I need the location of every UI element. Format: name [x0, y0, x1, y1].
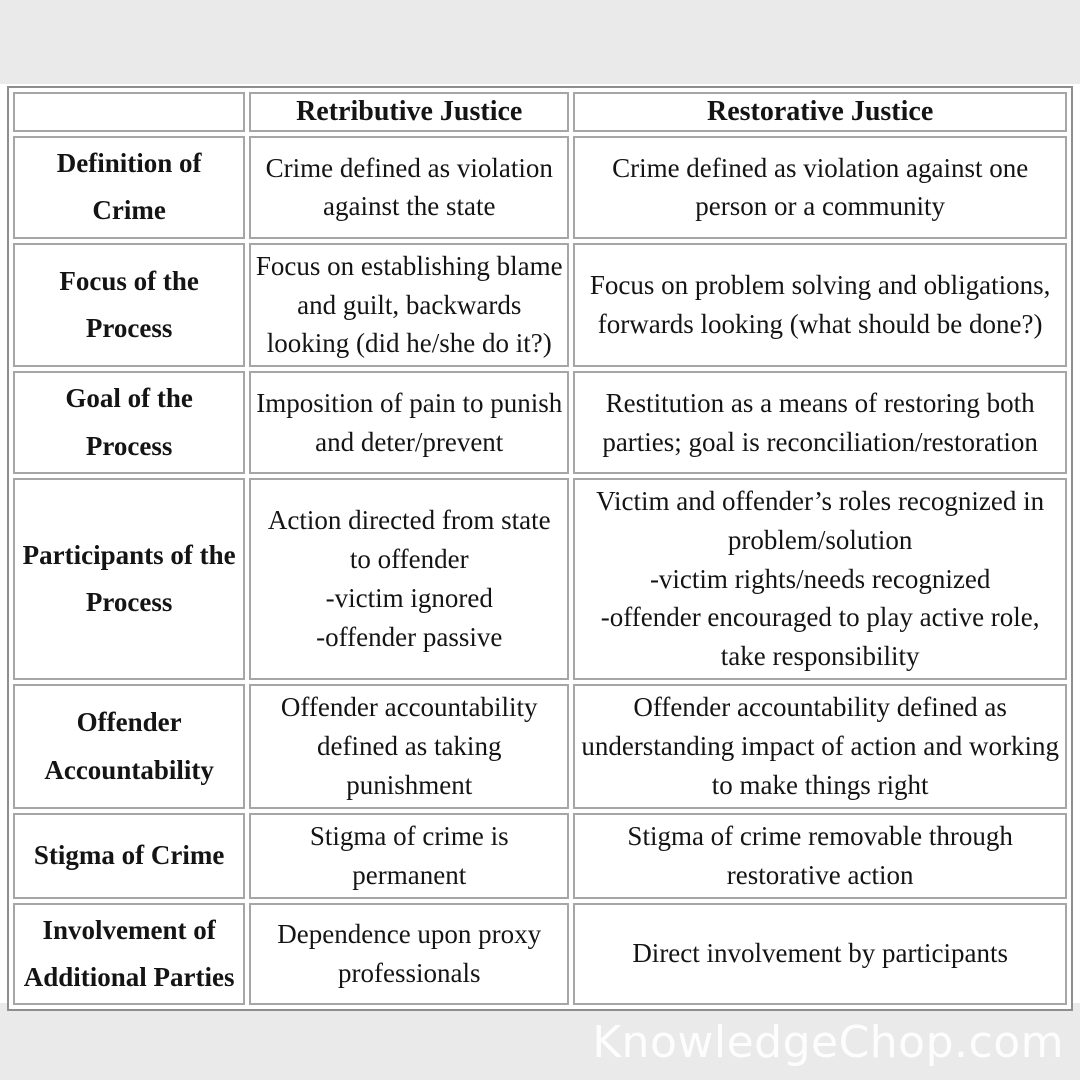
- restorative-cell: Stigma of crime removable through restor…: [573, 812, 1067, 899]
- table-row: Involvement of Additional Parties Depend…: [13, 902, 1067, 1006]
- retributive-cell: Action directed from state to offender -…: [249, 477, 570, 681]
- table-row: Offender Accountability Offender account…: [13, 684, 1067, 809]
- retributive-cell: Dependence upon proxy professionals: [249, 902, 570, 1006]
- table-row: Definition of Crime Crime defined as vio…: [13, 136, 1067, 239]
- restorative-cell: Direct involvement by participants: [573, 902, 1067, 1006]
- restorative-cell: Focus on problem solving and obligations…: [573, 242, 1067, 368]
- retributive-cell: Focus on establishing blame and guilt, b…: [249, 242, 570, 368]
- retributive-cell: Imposition of pain to punish and deter/p…: [249, 371, 570, 474]
- comparison-table: Retributive Justice Restorative Justice …: [7, 86, 1073, 1012]
- column-header-restorative: Restorative Justice: [573, 92, 1067, 133]
- comparison-table-body: Definition of Crime Crime defined as vio…: [13, 136, 1067, 1006]
- table-row: Focus of the Process Focus on establishi…: [13, 242, 1067, 368]
- restorative-cell: Offender accountability defined as under…: [573, 684, 1067, 809]
- corner-cell: [13, 92, 246, 133]
- header-row: Retributive Justice Restorative Justice: [13, 92, 1067, 133]
- row-header: Definition of Crime: [13, 136, 246, 239]
- row-header: Involvement of Additional Parties: [13, 902, 246, 1006]
- column-header-retributive: Retributive Justice: [249, 92, 570, 133]
- row-header: Stigma of Crime: [13, 812, 246, 899]
- retributive-cell: Crime defined as violation against the s…: [249, 136, 570, 239]
- row-header: Participants of the Process: [13, 477, 246, 681]
- row-header: Offender Accountability: [13, 684, 246, 809]
- restorative-cell: Crime defined as violation against one p…: [573, 136, 1067, 239]
- restorative-cell: Restitution as a means of restoring both…: [573, 371, 1067, 474]
- retributive-cell: Stigma of crime is permanent: [249, 812, 570, 899]
- table-row: Participants of the Process Action direc…: [13, 477, 1067, 681]
- watermark-text: KnowledgeChop.com: [592, 1017, 1064, 1068]
- row-header: Focus of the Process: [13, 242, 246, 368]
- restorative-cell: Victim and offender’s roles recognized i…: [573, 477, 1067, 681]
- table-row: Goal of the Process Imposition of pain t…: [13, 371, 1067, 474]
- row-header: Goal of the Process: [13, 371, 246, 474]
- table-row: Stigma of Crime Stigma of crime is perma…: [13, 812, 1067, 899]
- retributive-cell: Offender accountability defined as takin…: [249, 684, 570, 809]
